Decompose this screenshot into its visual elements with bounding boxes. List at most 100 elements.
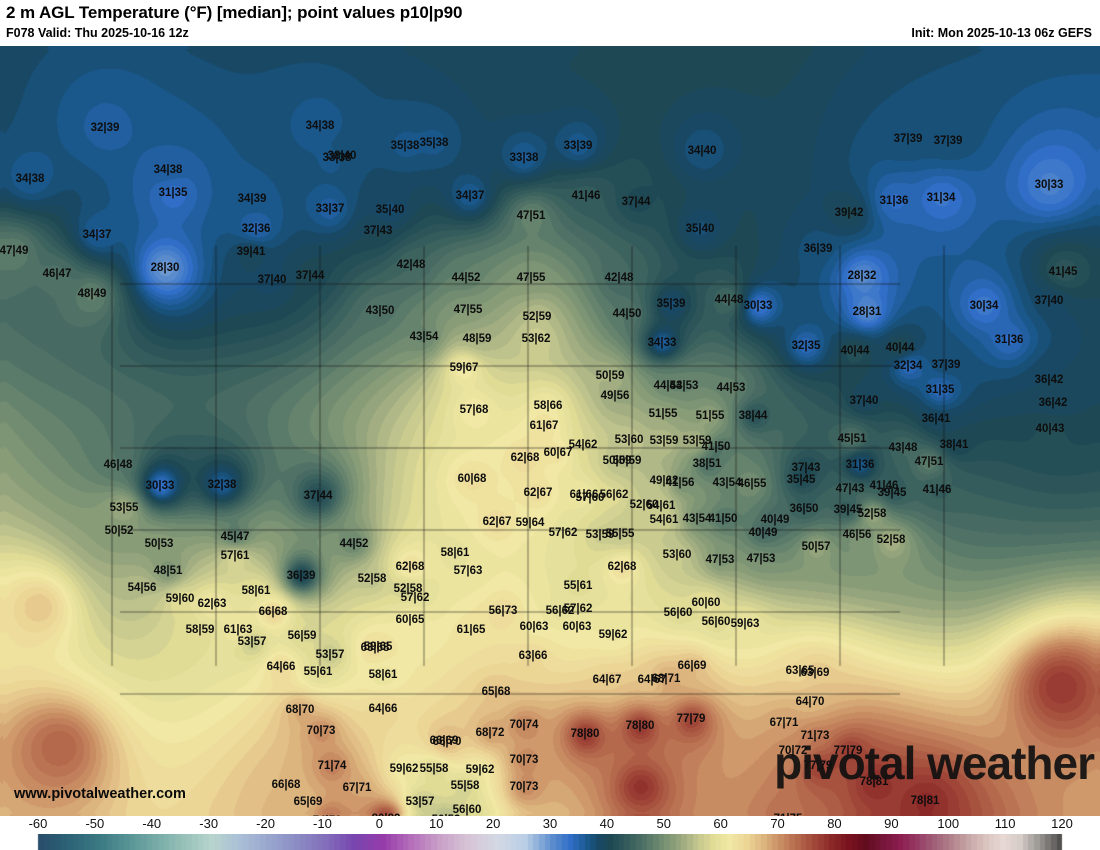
point-value-label: 41|46	[869, 480, 899, 492]
colorbar-tick-label: -60	[28, 816, 48, 831]
colorbar-gradient	[0, 834, 1100, 850]
point-value-label: 52|58	[393, 583, 423, 595]
point-value-label: 68|70	[285, 704, 315, 716]
point-value-label: 63|68	[360, 642, 390, 654]
point-value-label: 78|80	[570, 728, 600, 740]
point-value-label: 53|57	[315, 649, 345, 661]
point-value-label: 77|79	[803, 760, 833, 772]
point-value-label: 32|36	[241, 223, 271, 235]
point-value-label: 57|62	[400, 592, 430, 604]
point-value-label: 66|70	[432, 736, 462, 748]
point-value-label: 61|63	[223, 624, 253, 636]
point-value-label: 42|48	[396, 259, 426, 271]
point-value-label: 65|69	[293, 796, 323, 808]
point-value-label: 51|55	[695, 410, 725, 422]
point-value-label: 55|61	[563, 580, 593, 592]
point-value-label: 60|63	[519, 621, 549, 633]
point-value-label: 52|58	[357, 573, 387, 585]
point-value-label: 36|42	[1034, 374, 1064, 386]
point-value-label: 33|38	[509, 152, 539, 164]
point-value-label: 40|43	[1035, 423, 1065, 435]
point-value-label: 61|67	[529, 420, 559, 432]
point-value-label: 31|36	[879, 195, 909, 207]
point-value-label: 64|66	[266, 661, 296, 673]
point-value-label: 43|50	[365, 305, 395, 317]
point-value-label: 40|49	[760, 514, 790, 526]
point-value-label: 35|39	[656, 298, 686, 310]
point-value-label: 31|36	[845, 459, 875, 471]
point-value-label: 37|44	[295, 270, 325, 282]
point-value-label: 41|46	[571, 190, 601, 202]
point-value-label: 53|59	[585, 529, 615, 541]
point-value-label: 44|52	[339, 538, 369, 550]
point-value-label: 57|60	[575, 492, 605, 504]
point-value-label: 54|62	[568, 439, 598, 451]
point-value-label: 56|60	[701, 616, 731, 628]
point-value-label: 59|62	[598, 629, 628, 641]
colorbar-tick-label: 30	[542, 816, 558, 831]
point-value-label: 58|61	[241, 585, 271, 597]
point-value-label: 66|69	[677, 660, 707, 672]
point-value-overlay: 32|39 34|38 34|38 31|35 34|37 28|30 47|49 46|47…	[0, 46, 1100, 816]
point-value-label: 31|34	[926, 192, 956, 204]
point-value-label: 40|44	[840, 345, 870, 357]
colorbar-tick-label: -50	[85, 816, 105, 831]
point-value-label: 34|37	[82, 229, 112, 241]
site-url-watermark: www.pivotalweather.com	[14, 786, 186, 802]
point-value-label: 66|68	[271, 779, 301, 791]
point-value-label: 39|41	[236, 246, 266, 258]
colorbar-tick-label: 100	[937, 816, 960, 831]
init-time-label: Init: Mon 2025-10-13 06z GEFS	[911, 26, 1092, 40]
colorbar-tick-label: 110	[994, 816, 1016, 831]
point-value-label: 71|73	[800, 730, 830, 742]
point-value-label: 66|69	[429, 735, 459, 747]
point-value-label: 53|59	[682, 435, 712, 447]
point-value-label: 70|74	[509, 719, 539, 731]
point-value-label: 47|53	[746, 553, 776, 565]
point-value-label: 50|57	[801, 541, 831, 553]
point-value-label: 54|61	[649, 514, 679, 526]
point-value-label: 36|41	[921, 413, 951, 425]
colorbar-tick-label: -20	[256, 816, 275, 831]
point-value-label: 58|66	[533, 400, 563, 412]
point-value-label: 60|63	[562, 621, 592, 633]
point-value-label: 28|32	[847, 270, 877, 282]
point-value-label: 44|53	[716, 382, 746, 394]
point-value-label: 52|58	[857, 508, 887, 520]
point-value-label: 77|79	[676, 713, 706, 725]
point-value-label: 45|47	[220, 531, 250, 543]
point-value-label: 44|52	[451, 272, 481, 284]
point-value-label: 57|61	[220, 550, 250, 562]
point-value-label: 43|54	[682, 513, 712, 525]
point-value-label: 60|60	[691, 597, 721, 609]
point-value-label: 50|59	[602, 455, 632, 467]
colorbar-strip	[0, 834, 1100, 850]
point-value-label: 37|43	[363, 225, 393, 237]
point-value-label: 59|64	[515, 517, 545, 529]
point-value-label: 39|45	[877, 487, 907, 499]
point-value-label: 44|48	[714, 294, 744, 306]
point-value-label: 38|41	[939, 439, 969, 451]
point-value-label: 53|60	[614, 434, 644, 446]
point-value-label: 56|73	[488, 605, 518, 617]
point-value-label: 47|43	[835, 483, 865, 495]
point-value-label: 70|73	[306, 725, 336, 737]
point-value-label: 34|37	[455, 190, 485, 202]
point-value-label: 64|66	[368, 703, 398, 715]
point-value-label: 53|55	[109, 502, 139, 514]
map-viewport[interactable]: 32|39 34|38 34|38 31|35 34|37 28|30 47|49 46|47…	[0, 46, 1100, 816]
point-value-label: 35|38	[390, 140, 420, 152]
point-value-label: 41|46	[922, 484, 952, 496]
point-value-label: 28|30	[150, 262, 180, 274]
point-value-label: 30|34	[969, 300, 999, 312]
point-value-label: 41|45	[1048, 266, 1078, 278]
point-value-label: 62|68	[510, 452, 540, 464]
point-value-label: 33|37	[315, 203, 345, 215]
point-value-label: 50|59	[612, 455, 642, 467]
point-value-label: 54|61	[646, 500, 676, 512]
point-value-label: 71|75	[774, 813, 803, 816]
point-value-label: 38|51	[692, 458, 722, 470]
point-value-label: 58|61	[440, 547, 470, 559]
point-value-label: 59|62	[389, 763, 419, 775]
point-value-label: 57|63	[453, 565, 483, 577]
